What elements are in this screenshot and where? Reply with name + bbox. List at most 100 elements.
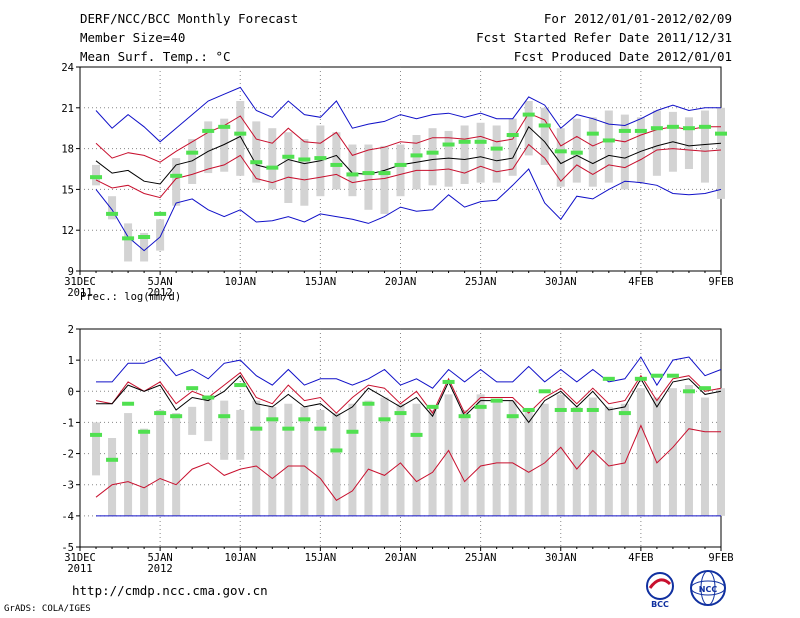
website-url[interactable]: http://cmdp.ncc.cma.gov.cn [72, 583, 268, 598]
temp-spread-box [380, 145, 389, 214]
precip-spread-box [204, 397, 213, 442]
temp-observed-mark [138, 235, 151, 239]
precip-y-tick-label: -2 [61, 449, 74, 461]
precip-upper-sd-line [95, 371, 722, 415]
precip-spread-box [316, 409, 325, 516]
precip-observed-mark [442, 379, 455, 384]
precip-spread-box [444, 394, 453, 516]
temp-observed-mark [602, 138, 615, 143]
chart-title: DERF/NCC/BCC Monthly Forecast [80, 11, 299, 26]
precip-spread-box [476, 394, 485, 516]
precip-spread-box [92, 422, 101, 476]
temp-observed-mark [426, 150, 439, 155]
temp-spread-box [540, 107, 549, 165]
temp-observed-mark [250, 160, 263, 165]
temp-spread-box [300, 139, 309, 206]
ncc-logo-longitude [700, 570, 716, 606]
precip-spread-box [300, 406, 309, 516]
precip-spread-box [124, 413, 133, 516]
precip-spread-box [172, 413, 181, 516]
temp-spread-box [268, 128, 277, 190]
temp-spread-box [636, 117, 645, 183]
precip-x-tick-year: 2011 [67, 563, 92, 575]
precip-x-tick-label: 25JAN [465, 552, 497, 564]
temp-spread-box [220, 118, 229, 172]
precip-spread-box [524, 409, 533, 516]
temp-observed-mark [122, 236, 135, 241]
temp-spread-box [556, 128, 565, 187]
precip-y-tick-label: -5 [61, 542, 74, 554]
temp-observed-mark [442, 142, 455, 147]
precip-spread-box [604, 406, 613, 516]
precip-x-tick-label: 15JAN [305, 552, 337, 564]
temp-spread-box [444, 130, 453, 187]
precip-spread-box [332, 413, 341, 516]
temp-observed-mark [298, 157, 311, 162]
temp-max-line [95, 86, 721, 143]
precip-x-tick-label: 30JAN [545, 552, 577, 564]
precip-spread-box [652, 397, 661, 516]
precip-spread-box [668, 388, 677, 516]
precip-spread-box [572, 406, 581, 516]
precip-observed-mark [666, 373, 679, 378]
temp-spread-box [620, 114, 629, 190]
precip-spread-box [108, 438, 117, 516]
precip-spread-box [156, 409, 165, 516]
temp-observed-mark [106, 211, 119, 216]
precip-spread-box [700, 397, 709, 516]
precip-spread-box [460, 409, 469, 516]
variable-label: Mean Surf. Temp.: °C [80, 49, 231, 64]
precip-spread-box [284, 403, 293, 516]
temp-observed-mark [362, 171, 375, 176]
precip-observed-mark [506, 414, 519, 419]
grads-credit: GrADS: COLA/IGES [4, 604, 91, 614]
temp-spread-box [396, 144, 405, 197]
precip-x-tick-label: 10JAN [224, 552, 256, 564]
precip-observed-mark [522, 407, 535, 412]
precip-y-tick-label: 0 [68, 386, 74, 398]
precip-spread-box [556, 394, 565, 516]
temp-observed-mark [586, 131, 599, 136]
temp-x-tick-label: 25JAN [465, 276, 497, 288]
temp-spread-box [236, 101, 245, 176]
precip-observed-mark [554, 407, 567, 412]
bcc-logo-swirl [648, 578, 672, 589]
temp-observed-mark [378, 171, 391, 176]
temp-x-tick-label: 20JAN [385, 276, 417, 288]
temp-y-tick-label: 12 [61, 225, 74, 237]
temp-spread-box [364, 144, 373, 210]
temp-observed-mark [154, 211, 167, 216]
temp-observed-mark [394, 162, 407, 167]
precip-spread-box [396, 403, 405, 516]
bcc-logo: BCC [646, 572, 674, 609]
temp-observed-mark [715, 131, 727, 136]
precip-observed-mark [602, 376, 615, 381]
temp-x-tick-label: 9FEB [708, 276, 733, 288]
temp-observed-mark [266, 165, 279, 170]
temp-spread-box [460, 125, 469, 184]
temp-mean-line [95, 125, 722, 185]
temp-x-tick-label: 30JAN [545, 276, 577, 288]
precip-observed-mark [250, 426, 263, 431]
precip-spread-box [716, 388, 726, 516]
temp-observed-mark [506, 133, 519, 137]
temp-spread-box [156, 219, 165, 251]
temp-spread-box [652, 110, 661, 176]
precip-x-tick-label: 9FEB [708, 552, 733, 564]
precip-y-tick-label: -1 [61, 417, 74, 429]
temp-spread-box [524, 101, 533, 156]
precip-y-tick-label: -3 [61, 480, 74, 492]
temp-observed-mark [458, 139, 471, 144]
temp-observed-mark [538, 123, 551, 128]
member-size: Member Size=40 [80, 30, 186, 45]
temp-observed-mark [682, 126, 695, 131]
precip-spread-box [508, 400, 517, 516]
temp-spread-box [604, 110, 613, 183]
temp-y-tick-label: 9 [68, 266, 74, 278]
precip-spread-box [188, 406, 197, 435]
precip-observed-mark [426, 404, 439, 409]
precip-observed-mark [458, 414, 471, 419]
precip-spread-box [348, 403, 357, 516]
temp-spread-box [572, 118, 581, 183]
precip-spread-box [412, 403, 421, 516]
